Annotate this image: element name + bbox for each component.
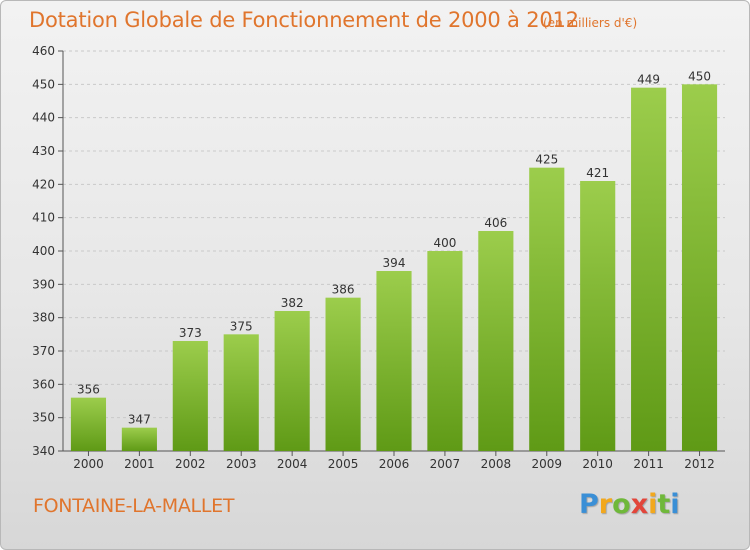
x-tick-label: 2003 bbox=[226, 457, 257, 471]
bar-2004 bbox=[274, 311, 310, 451]
x-tick-label: 2007 bbox=[430, 457, 461, 471]
bar-2008 bbox=[478, 231, 514, 451]
data-labels: 356 347 373 375 382 386 394 400 406 425 421 449 450 bbox=[77, 69, 711, 426]
chart-title: Dotation Globale de Fonctionnement de 20… bbox=[29, 8, 579, 32]
data-label: 425 bbox=[535, 153, 558, 167]
data-label: 375 bbox=[230, 319, 253, 333]
bar-2006 bbox=[376, 271, 412, 451]
y-tick-label: 360 bbox=[32, 377, 55, 391]
data-label: 394 bbox=[383, 256, 406, 270]
x-tick-label: 2000 bbox=[73, 457, 104, 471]
y-tick-label: 400 bbox=[32, 244, 55, 258]
data-label: 406 bbox=[484, 216, 507, 230]
bar-2001 bbox=[121, 427, 157, 451]
proxiti-logo: Proxiti bbox=[579, 489, 680, 520]
y-tick-label: 350 bbox=[32, 411, 55, 425]
x-tick-label: 2002 bbox=[175, 457, 206, 471]
unit-note: (en milliers d'€) bbox=[543, 16, 638, 30]
bar-2012 bbox=[681, 84, 718, 451]
y-tick-label: 340 bbox=[32, 444, 55, 458]
axes: 340 350 360 370 380 390 400 410 420 430 440 450 460 2… bbox=[32, 44, 725, 471]
data-label: 356 bbox=[77, 383, 100, 397]
y-tick-label: 380 bbox=[32, 311, 55, 325]
data-label: 450 bbox=[688, 69, 711, 83]
bar-2009 bbox=[529, 167, 565, 451]
x-tick-label: 2009 bbox=[531, 457, 562, 471]
x-tick-label: 2012 bbox=[684, 457, 715, 471]
data-label: 421 bbox=[586, 166, 609, 180]
data-label: 449 bbox=[637, 73, 660, 87]
x-tick-label: 2001 bbox=[124, 457, 155, 471]
x-tick-label: 2005 bbox=[328, 457, 359, 471]
y-tick-label: 390 bbox=[32, 277, 55, 291]
bar-2011 bbox=[631, 87, 667, 452]
bar-2005 bbox=[325, 297, 361, 451]
bar-2010 bbox=[580, 181, 616, 451]
y-tick-label: 460 bbox=[32, 44, 55, 58]
bar-2000 bbox=[70, 397, 107, 451]
bar-2002 bbox=[172, 341, 208, 451]
y-tick-label: 420 bbox=[32, 177, 55, 191]
x-tick-label: 2004 bbox=[277, 457, 308, 471]
y-tick-label: 410 bbox=[32, 211, 55, 225]
y-tick-label: 440 bbox=[32, 111, 55, 125]
bars bbox=[70, 84, 718, 452]
bar-2007 bbox=[427, 251, 463, 451]
y-tick-label: 430 bbox=[32, 144, 55, 158]
data-label: 373 bbox=[179, 326, 202, 340]
x-tick-label: 2011 bbox=[633, 457, 664, 471]
bar-2003 bbox=[223, 334, 259, 451]
data-label: 382 bbox=[281, 296, 304, 310]
y-tick-label: 370 bbox=[32, 344, 55, 358]
y-tick-label: 450 bbox=[32, 77, 55, 91]
commune-name: FONTAINE-LA-MALLET bbox=[33, 495, 235, 517]
x-tick-label: 2010 bbox=[582, 457, 613, 471]
data-label: 400 bbox=[433, 236, 456, 250]
data-label: 386 bbox=[332, 283, 355, 297]
data-label: 347 bbox=[128, 413, 151, 427]
x-tick-label: 2008 bbox=[481, 457, 512, 471]
x-tick-label: 2006 bbox=[379, 457, 410, 471]
